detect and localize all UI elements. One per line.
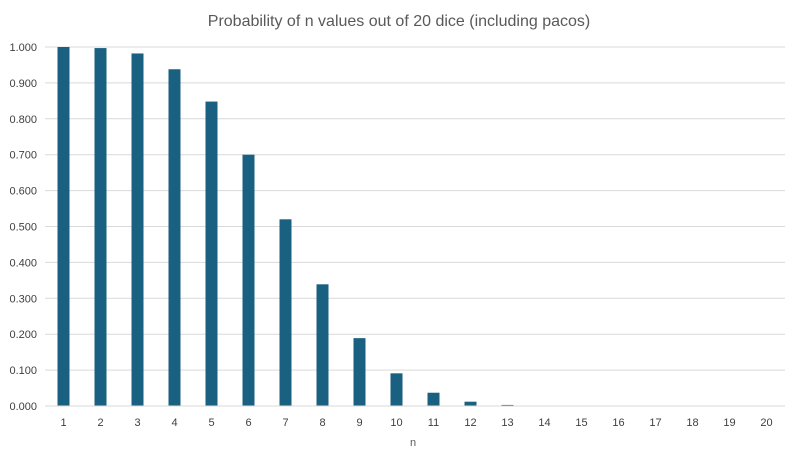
x-tick-label: 4: [171, 417, 177, 429]
y-tick-label: 0.200: [9, 329, 37, 341]
x-tick-label: 1: [60, 417, 66, 429]
x-tick-label: 14: [538, 417, 550, 429]
bar-2: [94, 48, 107, 407]
chart-title: Probability of n values out of 20 dice (…: [208, 13, 590, 30]
x-tick-label: 19: [723, 417, 735, 429]
gridlines: [45, 46, 785, 371]
y-tick-label: 0.600: [9, 186, 37, 198]
x-tick-label: 7: [282, 417, 288, 429]
bar-5: [205, 101, 218, 407]
x-tick-label: 15: [575, 417, 587, 429]
x-tick-label: 5: [208, 417, 214, 429]
bar-4: [168, 69, 181, 407]
y-tick-label: 0.800: [9, 114, 37, 126]
bar-1: [57, 47, 70, 406]
y-tick-label: 0.000: [9, 401, 37, 413]
x-axis-label: n: [410, 437, 416, 449]
bar-10: [390, 373, 403, 406]
bar-6: [242, 154, 255, 406]
x-tick-label: 20: [760, 417, 772, 429]
x-tick-label: 12: [464, 417, 476, 429]
x-tick-label: 2: [97, 417, 103, 429]
bar-8: [316, 284, 329, 406]
y-tick-label: 0.400: [9, 257, 37, 269]
x-tick-label: 13: [501, 417, 513, 429]
bar-12: [464, 401, 477, 406]
x-axis-ticks: 1 2 3 4 5 6 7 8 9 10 11 12 13 14 15 16 17 18 19 20: [60, 417, 772, 429]
bar-3: [131, 53, 144, 406]
bars: [57, 47, 551, 407]
x-tick-label: 8: [319, 417, 325, 429]
bar-9: [353, 338, 366, 406]
x-tick-label: 16: [612, 417, 624, 429]
bar-7: [279, 219, 292, 406]
bar-11: [427, 392, 440, 406]
y-tick-label: 0.300: [9, 293, 37, 305]
x-tick-label: 17: [649, 417, 661, 429]
y-axis-ticks: 0.000 0.100 0.200 0.300 0.400 0.500 0.600 0.700…: [9, 42, 37, 413]
y-tick-label: 0.100: [9, 365, 37, 377]
x-tick-label: 10: [390, 417, 402, 429]
y-tick-label: 0.900: [9, 78, 37, 90]
bar-13: [501, 404, 514, 406]
x-tick-label: 11: [428, 417, 439, 429]
x-tick-label: 18: [686, 417, 698, 429]
x-tick-label: 6: [245, 417, 251, 429]
y-tick-label: 0.700: [9, 150, 37, 162]
x-tick-label: 9: [356, 417, 362, 429]
y-tick-label: 0.500: [9, 222, 37, 234]
x-tick-label: 3: [134, 417, 140, 429]
y-tick-label: 1.000: [9, 42, 37, 54]
